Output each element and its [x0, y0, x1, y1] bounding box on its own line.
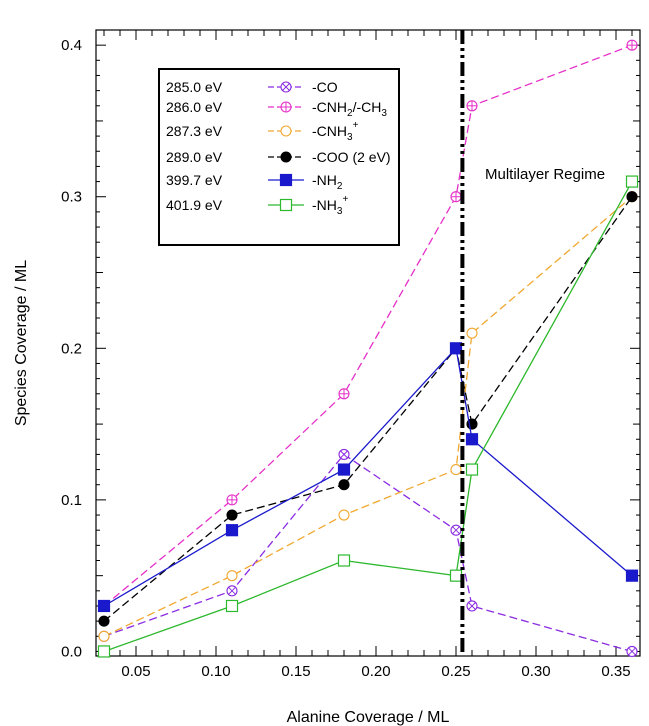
legend-item: 401.9 eV -NH3+	[166, 194, 348, 217]
series-3-point	[98, 615, 110, 627]
y-tick-label: 0.0	[61, 643, 82, 660]
legend-swatch-marker	[279, 198, 293, 212]
series-4-point	[449, 342, 463, 355]
annotation-multilayer-regime: Multilayer Regime	[485, 166, 605, 183]
legend-energy: 399.7 eV	[166, 172, 223, 188]
x-axis-title: Alanine Coverage / ML	[287, 709, 450, 726]
legend-item: 289.0 eV -COO (2 eV)	[166, 149, 391, 165]
x-tick-labels: 0.05 0.10 0.15 0.20 0.25 0.30 0.35	[121, 663, 630, 680]
series-2-point	[226, 570, 238, 582]
series-2-line	[103, 196, 633, 637]
legend-label: -COO (2 eV)	[312, 149, 391, 165]
series-0-point	[338, 448, 350, 460]
series-layer	[97, 39, 639, 658]
series-0-point	[226, 585, 238, 597]
legend-label: -CO	[312, 79, 338, 95]
legend-item: 285.0 eV -CO	[166, 79, 338, 95]
series-1-line	[103, 44, 633, 607]
plot-frame	[95, 29, 641, 657]
axis-ticks	[96, 30, 640, 656]
series-1-point	[626, 39, 638, 51]
series-0-line	[103, 453, 633, 653]
series-2-group	[98, 191, 638, 642]
series-0-point	[450, 524, 462, 536]
series-5-group	[97, 175, 639, 658]
x-tick-label: 0.05	[121, 663, 150, 680]
legend-energy: 285.0 eV	[166, 79, 223, 95]
series-5-point	[337, 554, 351, 567]
legend-item: 286.0 eV -CNH2/-CH3	[166, 99, 387, 119]
series-1-point	[226, 494, 238, 506]
series-1-point	[450, 191, 462, 203]
series-2-point	[338, 509, 350, 521]
x-tick-label: 0.35	[601, 663, 630, 680]
series-4-point	[97, 599, 111, 613]
y-tick-labels: 0.0 0.1 0.2 0.3 0.4	[61, 37, 82, 660]
series-4-point	[465, 433, 479, 446]
legend-item: 399.7 eV -NH2	[166, 172, 343, 192]
series-2-point	[450, 464, 462, 476]
legend-label: -NH2	[312, 172, 343, 192]
legend-item: 287.3 eV -CNH3+	[166, 120, 359, 143]
series-0-group	[98, 448, 638, 658]
series-1-point	[466, 100, 478, 112]
x-tick-label: 0.25	[441, 663, 470, 680]
legend-swatch-marker	[279, 173, 293, 187]
series-5-point	[465, 463, 479, 476]
x-tick-label: 0.30	[521, 663, 550, 680]
legend-energy: 286.0 eV	[166, 99, 223, 115]
series-5-point	[449, 569, 463, 582]
series-3-line	[103, 196, 633, 622]
y-tick-label: 0.4	[61, 37, 82, 54]
legend-label: -CNH2/-CH3	[312, 99, 387, 119]
legend-swatch-marker	[280, 101, 292, 113]
legend-label: -NH3+	[312, 194, 348, 217]
legend-swatch-marker	[280, 151, 292, 163]
series-4-line	[103, 346, 633, 607]
y-tick-label: 0.3	[61, 189, 82, 206]
series-3-point	[338, 479, 350, 491]
y-tick-label: 0.1	[61, 492, 82, 509]
series-3-point	[626, 191, 638, 203]
y-axis-title: Species Coverage / ML	[13, 260, 30, 426]
legend-swatch-marker	[280, 81, 292, 93]
series-5-line	[103, 181, 633, 653]
series-1-point	[338, 388, 350, 400]
series-2-point	[466, 327, 478, 339]
series-4-point	[225, 524, 239, 537]
series-4-point	[625, 569, 639, 582]
legend-energy: 401.9 eV	[166, 197, 223, 213]
y-tick-label: 0.2	[61, 340, 82, 357]
series-5-point	[97, 645, 111, 658]
series-4-point	[337, 463, 351, 476]
series-5-point	[225, 599, 239, 613]
series-3-point	[226, 509, 238, 521]
x-tick-label: 0.15	[281, 663, 310, 680]
series-0-point	[626, 645, 638, 658]
series-0-point	[466, 600, 478, 612]
series-5-point	[625, 175, 639, 188]
legend-swatch-marker	[280, 125, 292, 137]
series-4-group	[97, 342, 639, 613]
series-2-point	[98, 630, 110, 642]
legend-label: -CNH3+	[312, 120, 359, 143]
x-tick-label: 0.10	[201, 663, 230, 680]
x-tick-label: 0.20	[361, 663, 390, 680]
legend: 285.0 eV -CO 286.0 eV -CNH2/-CH3 287.3 eV -CN…	[158, 68, 400, 246]
legend-energy: 287.3 eV	[166, 123, 223, 139]
legend-energy: 289.0 eV	[166, 149, 223, 165]
